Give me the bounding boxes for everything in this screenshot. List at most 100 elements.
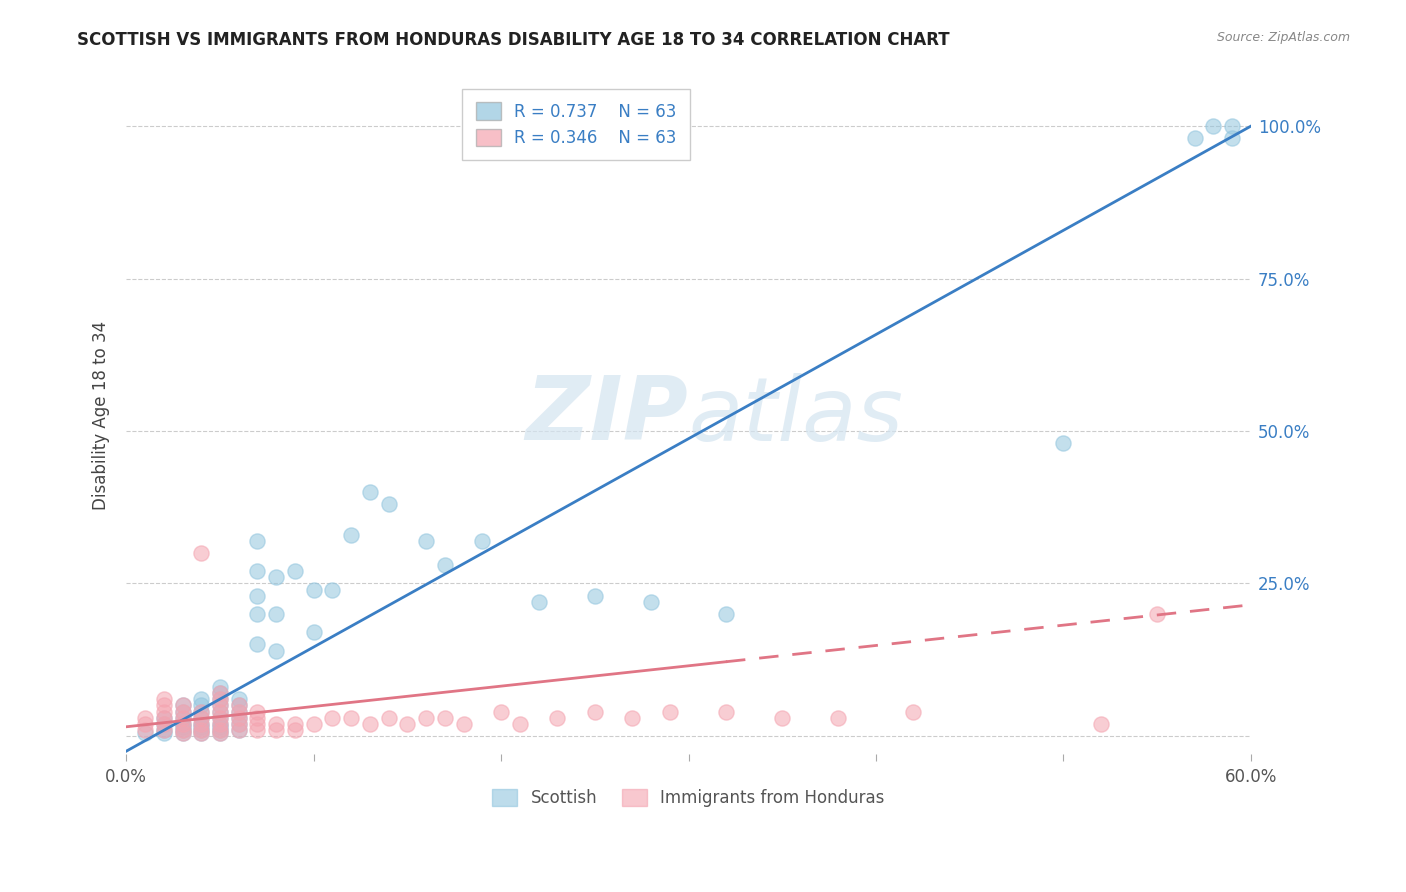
Point <box>264 723 287 737</box>
Point <box>208 705 231 719</box>
Point <box>134 726 156 740</box>
Point <box>172 705 194 719</box>
Point <box>583 705 606 719</box>
Point <box>433 711 456 725</box>
Point <box>208 726 231 740</box>
Point <box>208 716 231 731</box>
Point <box>302 582 325 597</box>
Y-axis label: Disability Age 18 to 34: Disability Age 18 to 34 <box>93 321 110 510</box>
Point <box>377 497 399 511</box>
Point <box>1184 131 1206 145</box>
Point <box>190 716 212 731</box>
Point <box>658 705 681 719</box>
Point <box>415 711 437 725</box>
Point <box>264 607 287 621</box>
Text: atlas: atlas <box>689 373 904 458</box>
Point <box>172 726 194 740</box>
Point <box>228 723 250 737</box>
Point <box>190 711 212 725</box>
Point <box>321 711 343 725</box>
Point <box>208 698 231 713</box>
Point <box>228 716 250 731</box>
Point <box>190 698 212 713</box>
Point <box>208 726 231 740</box>
Point <box>228 716 250 731</box>
Point <box>208 692 231 706</box>
Point <box>546 711 568 725</box>
Point <box>246 705 269 719</box>
Point <box>433 558 456 573</box>
Point <box>246 533 269 548</box>
Point <box>208 711 231 725</box>
Point <box>152 698 174 713</box>
Point <box>246 716 269 731</box>
Point <box>284 564 307 578</box>
Point <box>172 726 194 740</box>
Point <box>246 564 269 578</box>
Point <box>903 705 925 719</box>
Point <box>340 711 363 725</box>
Point <box>284 716 307 731</box>
Point <box>359 485 381 500</box>
Point <box>172 723 194 737</box>
Point <box>190 546 212 560</box>
Legend: Scottish, Immigrants from Honduras: Scottish, Immigrants from Honduras <box>485 782 891 814</box>
Point <box>208 686 231 700</box>
Point <box>208 680 231 694</box>
Point <box>246 607 269 621</box>
Point <box>246 637 269 651</box>
Point <box>208 686 231 700</box>
Point <box>190 705 212 719</box>
Point <box>172 698 194 713</box>
Point <box>340 527 363 541</box>
Point <box>264 570 287 584</box>
Point <box>1090 716 1112 731</box>
Point <box>172 716 194 731</box>
Point <box>208 723 231 737</box>
Point <box>152 723 174 737</box>
Text: SCOTTISH VS IMMIGRANTS FROM HONDURAS DISABILITY AGE 18 TO 34 CORRELATION CHART: SCOTTISH VS IMMIGRANTS FROM HONDURAS DIS… <box>77 31 950 49</box>
Point <box>228 698 250 713</box>
Point <box>770 711 793 725</box>
Point <box>827 711 849 725</box>
Point <box>471 533 494 548</box>
Point <box>208 720 231 734</box>
Point <box>246 723 269 737</box>
Point <box>453 716 475 731</box>
Point <box>172 705 194 719</box>
Point <box>228 723 250 737</box>
Point <box>190 723 212 737</box>
Point <box>208 723 231 737</box>
Point <box>190 716 212 731</box>
Point <box>190 726 212 740</box>
Point <box>228 705 250 719</box>
Point <box>152 716 174 731</box>
Point <box>208 711 231 725</box>
Point <box>208 698 231 713</box>
Point <box>208 705 231 719</box>
Point <box>190 723 212 737</box>
Point <box>152 705 174 719</box>
Point <box>583 589 606 603</box>
Point <box>208 716 231 731</box>
Point <box>134 723 156 737</box>
Point <box>714 705 737 719</box>
Point <box>1220 119 1243 133</box>
Point <box>359 716 381 731</box>
Point <box>640 595 662 609</box>
Point <box>527 595 550 609</box>
Point <box>246 589 269 603</box>
Point <box>302 625 325 640</box>
Point <box>172 720 194 734</box>
Point <box>1220 131 1243 145</box>
Point <box>190 692 212 706</box>
Point <box>152 711 174 725</box>
Point <box>190 711 212 725</box>
Point <box>377 711 399 725</box>
Point <box>152 711 174 725</box>
Point <box>302 716 325 731</box>
Point <box>152 716 174 731</box>
Point <box>228 705 250 719</box>
Point <box>172 698 194 713</box>
Point <box>415 533 437 548</box>
